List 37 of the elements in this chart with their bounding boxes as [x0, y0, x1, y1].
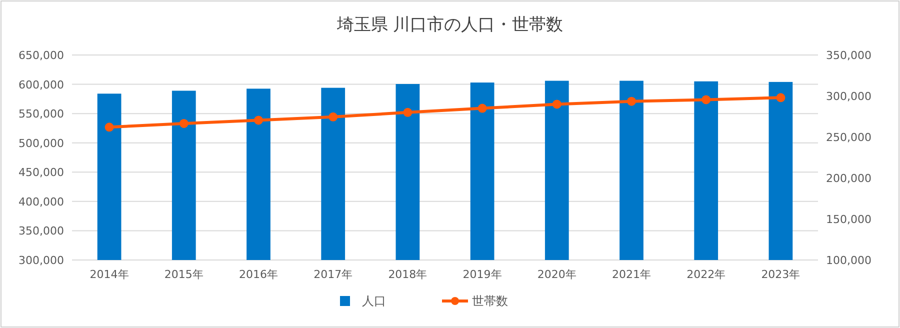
legend-label: 人口 — [362, 294, 386, 308]
x-tick-label: 2022年 — [686, 268, 726, 281]
point — [627, 96, 636, 106]
y-tick-label: 300,000 — [18, 254, 64, 267]
y-tick-label: 650,000 — [18, 49, 64, 62]
x-tick-label: 2016年 — [239, 268, 278, 281]
chart-title: 埼玉県 川口市の人口・世帯数 — [336, 15, 564, 35]
point — [403, 108, 412, 117]
y-tick-label: 500,000 — [18, 136, 64, 150]
y-tick-label: 450,000 — [18, 166, 64, 180]
y-tick-label: 350,000 — [18, 224, 64, 238]
y2-tick-label: 300,000 — [826, 90, 872, 103]
point — [179, 118, 188, 128]
x-tick-label: 2023年 — [761, 268, 800, 281]
x-tick-label: 2017年 — [314, 268, 353, 281]
y-tick-label: 600,000 — [18, 78, 64, 92]
x-tick-label: 2015年 — [164, 268, 204, 281]
point — [104, 122, 114, 132]
point — [702, 95, 711, 104]
x-tick-label: 2018年 — [388, 268, 428, 281]
point — [478, 104, 487, 113]
point — [776, 93, 786, 102]
x-tick-label: 2014年 — [90, 268, 129, 281]
y2-tick-label: 200,000 — [826, 172, 872, 185]
y-tick-label: 550,000 — [18, 108, 64, 121]
point — [328, 112, 338, 122]
legend-label: 世帯数 — [472, 294, 508, 308]
point — [254, 116, 263, 125]
point — [552, 100, 562, 109]
x-tick-label: 2019年 — [462, 268, 502, 281]
y-tick-label: 400,000 — [18, 195, 64, 208]
x-tick-label: 2020年 — [537, 268, 576, 281]
x-tick-label: 2021年 — [612, 268, 651, 281]
y2-tick-label: 250,000 — [826, 131, 872, 144]
y2-tick-label: 150,000 — [826, 213, 872, 226]
y2-tick-label: 350,000 — [826, 49, 872, 62]
y2-tick-label: 100,000 — [826, 254, 872, 267]
